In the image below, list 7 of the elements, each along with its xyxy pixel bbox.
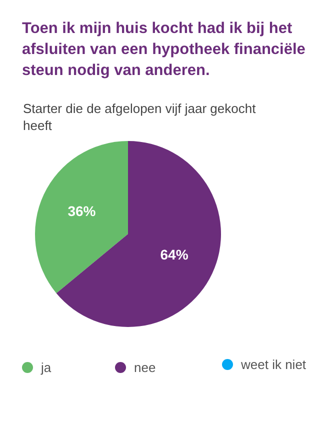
chart-subtitle: Starter die de afgelopen vijf jaar gekocht heeft — [23, 100, 257, 134]
legend-label: weet ik niet — [241, 357, 306, 372]
legend-label: nee — [134, 360, 156, 375]
data-label: 36% — [68, 203, 96, 220]
data-label: 64% — [160, 246, 189, 263]
legend-label: ja — [41, 360, 52, 375]
chart-title: Toen ik mijn huis kocht had ik bij het afsluiten van een hypotheek financiële steun nodig van anderen. — [22, 19, 306, 81]
